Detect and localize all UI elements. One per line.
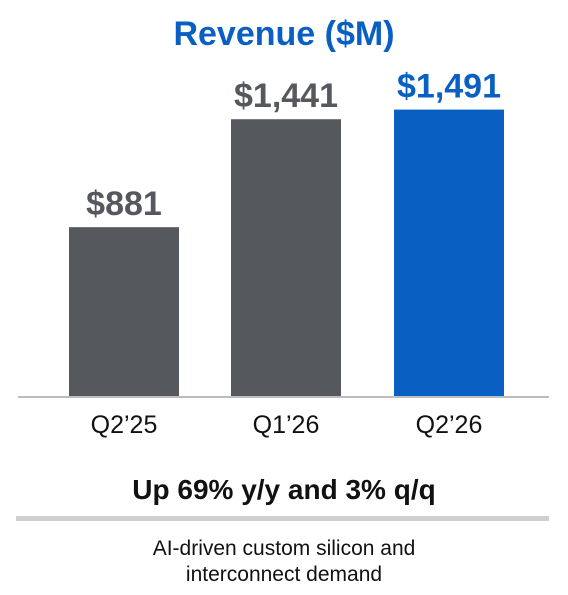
labels-group: $881 Q2’25 $1,441 Q1’26 $1,491 Q2’26 — [86, 68, 501, 439]
x-tick-label-2: Q2’26 — [416, 411, 483, 439]
demand-note: AI-driven custom silicon and interconnec… — [0, 536, 568, 588]
bars-group — [69, 109, 504, 398]
bar-2 — [394, 109, 504, 397]
demand-note-line-1: AI-driven custom silicon and — [152, 537, 416, 560]
revenue-bar-chart: $881 Q2’25 $1,441 Q1’26 $1,491 Q2’26 — [18, 68, 549, 439]
divider-rule — [16, 516, 549, 521]
bar-value-label-1: $1,441 — [234, 77, 338, 115]
bar-value-label-0: $881 — [86, 185, 162, 223]
x-tick-label-1: Q1’26 — [253, 411, 320, 439]
bar-value-label-2: $1,491 — [397, 68, 501, 106]
bar-0 — [69, 227, 179, 397]
growth-headline: Up 69% y/y and 3% q/q — [132, 474, 436, 505]
demand-note-line-2: interconnect demand — [185, 563, 383, 586]
bar-1 — [231, 119, 341, 398]
chart-title: Revenue ($M) — [173, 15, 395, 53]
x-tick-label-0: Q2’25 — [91, 411, 158, 439]
